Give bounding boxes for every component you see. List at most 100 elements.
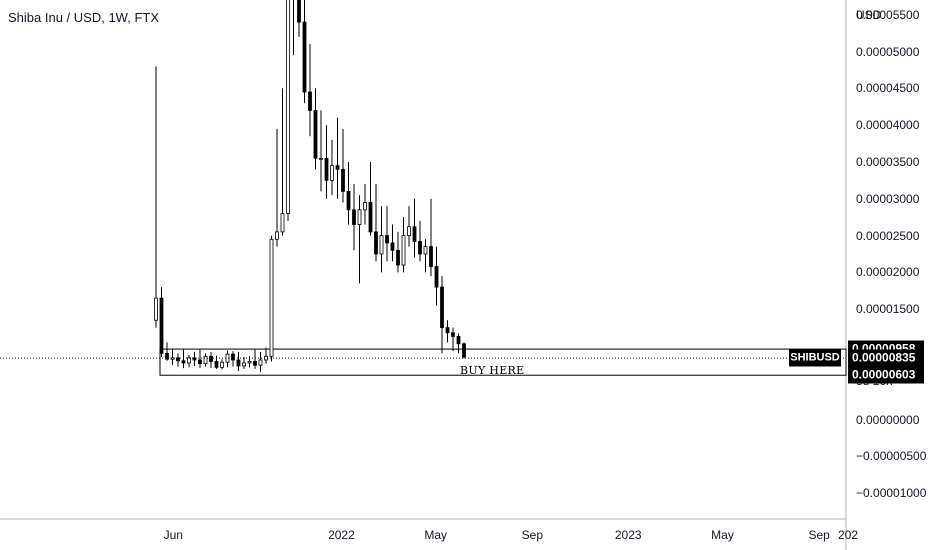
time-tick: Sep	[521, 528, 544, 542]
price-tick: 0.00002000	[856, 265, 920, 280]
candle-body	[330, 165, 334, 181]
buy-zone[interactable]	[159, 348, 847, 376]
candle-body	[396, 249, 400, 266]
candle-body	[308, 91, 312, 111]
candle	[176, 353, 180, 367]
candle	[280, 88, 285, 236]
buy-here-annotation[interactable]: BUY HERE	[460, 364, 525, 377]
candles	[154, 0, 466, 372]
candle	[324, 125, 329, 199]
candle-body	[385, 235, 389, 244]
candle	[374, 184, 378, 262]
candle	[214, 355, 219, 369]
candle	[412, 198, 417, 258]
candle	[225, 350, 230, 368]
candle	[407, 206, 411, 247]
candle	[264, 347, 268, 364]
candle-body	[214, 361, 219, 368]
candle-body	[247, 361, 252, 364]
price-axis-unit: USD	[856, 8, 882, 22]
candle	[159, 287, 164, 358]
candle-body	[236, 359, 241, 367]
candle	[198, 349, 202, 369]
candle-body	[423, 246, 428, 255]
candle	[341, 128, 345, 203]
time-tick: Jun	[163, 528, 183, 542]
candle-body	[401, 235, 406, 266]
candle	[335, 117, 340, 199]
time-tick: 202	[838, 528, 859, 542]
candle-body	[335, 165, 340, 170]
candle	[423, 239, 428, 273]
candle	[236, 351, 241, 372]
candle	[181, 349, 186, 369]
candle	[308, 44, 312, 137]
price-tick: 0.00005000	[856, 44, 920, 59]
time-tick: 2023	[614, 528, 642, 542]
candle	[170, 349, 175, 366]
candle	[203, 353, 208, 367]
candle	[275, 128, 279, 247]
price-tick: 0.00001500	[856, 302, 920, 317]
candle	[418, 220, 422, 262]
candle-body	[302, 21, 307, 93]
candle-body	[209, 355, 213, 362]
zone-bottom-price-label: 0.00000603	[848, 366, 924, 384]
candle-body	[181, 360, 186, 364]
candle	[286, 0, 290, 221]
current-price-label: 0.00000835	[848, 349, 924, 367]
candle	[192, 351, 197, 366]
chart-title[interactable]: Shiba Inu / USD, 1W, FTX	[8, 10, 159, 25]
candle	[434, 246, 439, 306]
candle	[231, 351, 235, 367]
buy-zone-box[interactable]	[159, 348, 847, 376]
price-tick: −0.00000500	[856, 449, 927, 464]
candle-body	[198, 359, 202, 365]
candle-body	[456, 336, 461, 345]
candle-body	[379, 235, 384, 255]
symbol-label: SHIBUSD	[789, 349, 841, 367]
time-tick: Sep	[808, 528, 830, 542]
candle-body	[434, 266, 439, 288]
candle-body	[258, 359, 263, 366]
candle-body	[275, 231, 279, 240]
candle-body	[374, 231, 378, 255]
candle	[293, 0, 294, 56]
candle-body	[242, 362, 246, 367]
candle	[357, 195, 362, 284]
candle	[209, 351, 213, 369]
price-tick: 0.00000000	[856, 412, 920, 427]
candle-body	[269, 238, 274, 357]
candle-body	[390, 242, 395, 251]
price-tick: 0.00002500	[856, 228, 920, 243]
candle	[258, 351, 263, 372]
price-tick: −0.00001000	[856, 486, 927, 501]
candle	[269, 235, 274, 362]
candle-body	[368, 202, 373, 233]
candle	[368, 161, 373, 236]
price-tick: 0.00003500	[856, 154, 920, 169]
candle	[165, 342, 169, 361]
candle	[330, 139, 334, 196]
candle	[313, 88, 318, 170]
candle-body	[352, 209, 356, 225]
time-tick: May	[424, 528, 448, 542]
candle	[445, 320, 450, 343]
candle-body	[451, 332, 455, 337]
candle-body	[154, 297, 158, 321]
candle-body	[192, 357, 197, 361]
candle	[297, 0, 301, 37]
candle-body	[319, 157, 323, 160]
candle-body	[462, 343, 466, 358]
price-tick: 0.00003000	[856, 191, 920, 206]
price-tick: 0.00005500	[856, 7, 920, 22]
candle-body	[253, 361, 257, 366]
time-tick: May	[711, 528, 734, 542]
candle-body	[440, 286, 444, 328]
candle	[363, 184, 367, 225]
candle	[390, 224, 395, 262]
axis-lines	[0, 0, 847, 550]
candle	[302, 0, 307, 104]
